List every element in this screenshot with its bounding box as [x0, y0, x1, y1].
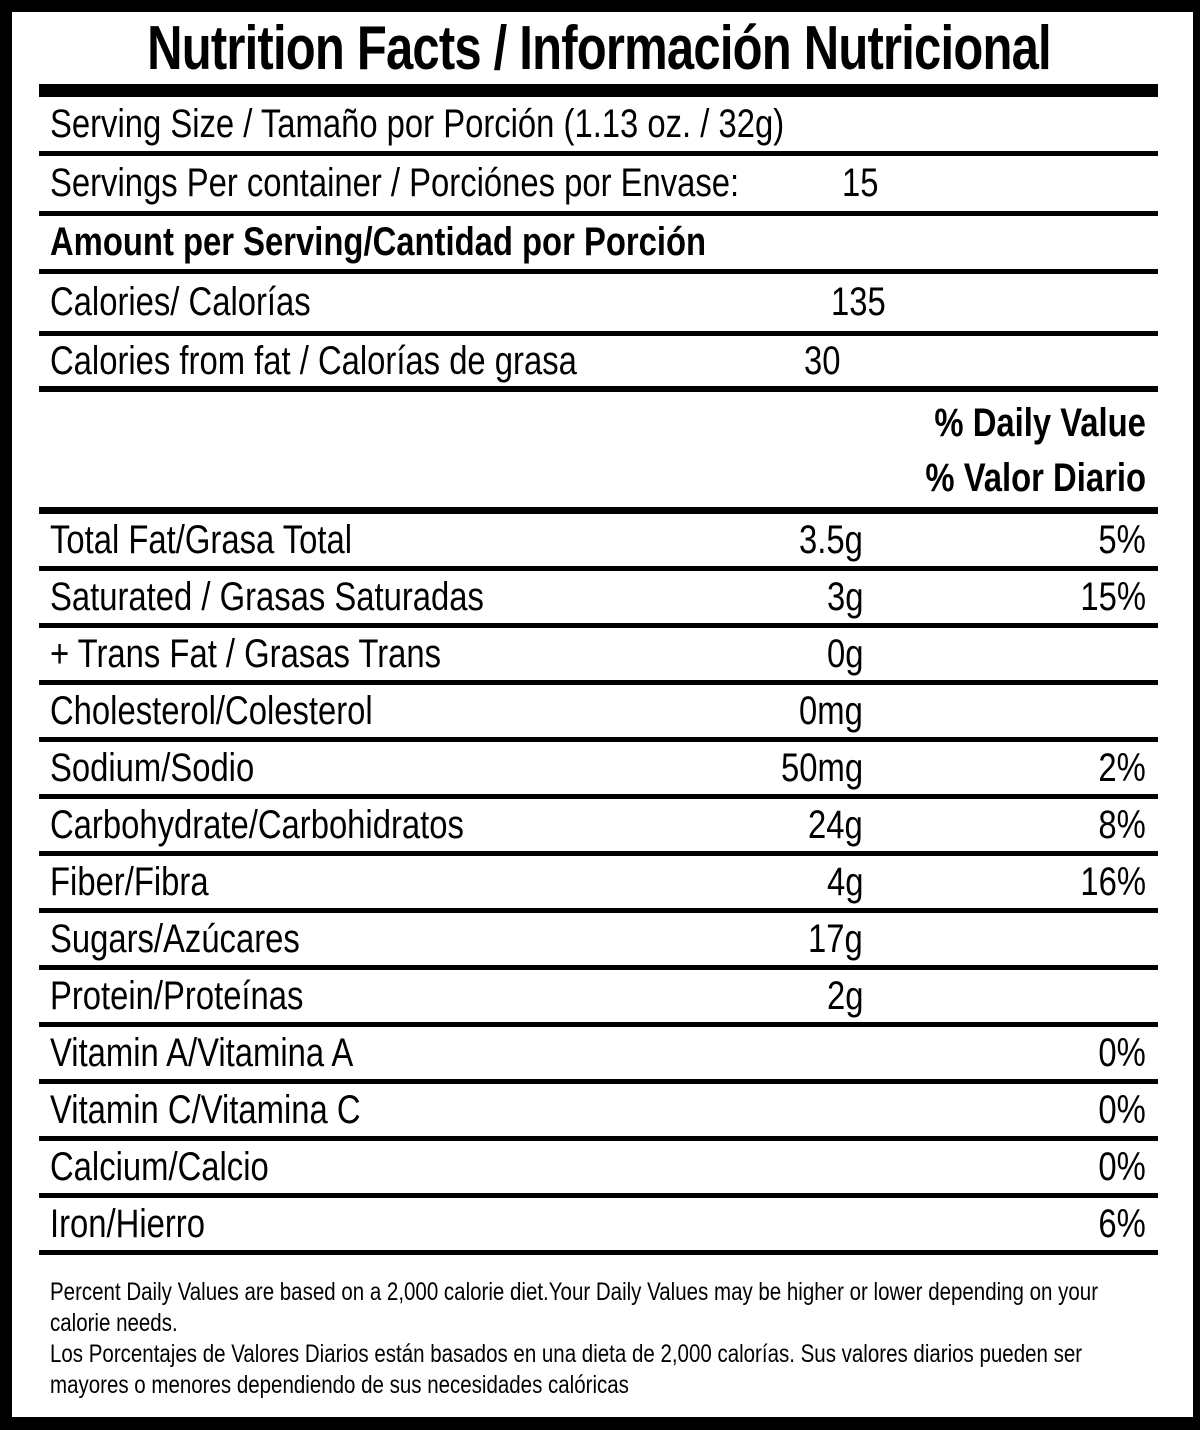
- nutrient-row: Sugars/Azúcares 17g: [39, 913, 1158, 970]
- amount-per-serving-heading: Amount per Serving/Cantidad por Porción: [50, 220, 707, 264]
- nutrient-table: Total Fat/Grasa Total 3.5g 5% Saturated …: [39, 514, 1158, 1255]
- nutrient-label: Vitamin C/Vitamina C: [50, 1087, 361, 1132]
- servings-per-container-label: Servings Per container / Porciónes por E…: [50, 161, 740, 205]
- calories-from-fat-label: Calories from fat / Calorías de grasa: [50, 338, 577, 383]
- daily-value-header-block: % Daily Value % Valor Diario: [39, 392, 1158, 514]
- nutrient-amount: 0mg: [799, 688, 863, 733]
- nutrient-daily-value: 0%: [1098, 1144, 1146, 1189]
- nutrient-row: Vitamin C/Vitamina C 0%: [39, 1084, 1158, 1141]
- nutrient-daily-value: 0%: [1098, 1030, 1146, 1075]
- nutrient-label: Saturated / Grasas Saturadas: [50, 574, 484, 619]
- daily-value-header-en: % Daily Value: [934, 401, 1146, 445]
- nutrient-label: + Trans Fat / Grasas Trans: [50, 631, 442, 676]
- nutrient-row: Carbohydrate/Carbohidratos 24g 8%: [39, 799, 1158, 856]
- calories-label: Calories/ Calorías: [50, 280, 311, 324]
- nutrient-amount: 24g: [808, 802, 863, 847]
- nutrient-row: Iron/Hierro 6%: [39, 1198, 1158, 1255]
- footnote-line: Los Porcentajes de Valores Diarios están…: [50, 1340, 1083, 1368]
- footnote-line: Percent Daily Values are based on a 2,00…: [50, 1278, 1099, 1306]
- nutrient-amount: 17g: [808, 916, 863, 961]
- nutrient-amount: 4g: [826, 859, 863, 904]
- nutrient-amount: 2g: [826, 973, 863, 1018]
- serving-size-row: Serving Size / Tamaño por Porción (1.13 …: [39, 97, 1158, 156]
- daily-value-header-es: % Valor Diario: [925, 456, 1146, 500]
- servings-per-container-row: Servings Per container / Porciónes por E…: [39, 156, 1158, 216]
- label-header: Nutrition Facts / Información Nutriciona…: [39, 12, 1158, 84]
- nutrient-daily-value: 2%: [1098, 745, 1146, 790]
- calories-from-fat-value: 30: [803, 338, 840, 383]
- calories-row: Calories/ Calorías 135: [39, 274, 1158, 336]
- nutrient-row: Protein/Proteínas 2g: [39, 970, 1158, 1027]
- nutrient-label: Sugars/Azúcares: [50, 916, 300, 961]
- nutrient-daily-value: 8%: [1098, 802, 1146, 847]
- nutrient-label: Calcium/Calcio: [50, 1144, 269, 1189]
- nutrient-daily-value: 16%: [1080, 859, 1146, 904]
- label-title: Nutrition Facts / Información Nutriciona…: [146, 13, 1052, 83]
- nutrient-row: Sodium/Sodio 50mg 2%: [39, 742, 1158, 799]
- nutrient-row: + Trans Fat / Grasas Trans 0g: [39, 628, 1158, 685]
- nutrient-row: Cholesterol/Colesterol 0mg: [39, 685, 1158, 742]
- nutrient-label: Fiber/Fibra: [50, 859, 209, 904]
- nutrient-row: Calcium/Calcio 0%: [39, 1141, 1158, 1198]
- nutrient-label: Sodium/Sodio: [50, 745, 255, 790]
- nutrient-amount: 3g: [826, 574, 863, 619]
- nutrient-daily-value: 6%: [1098, 1201, 1146, 1246]
- nutrient-label: Protein/Proteínas: [50, 973, 304, 1018]
- nutrient-amount: 50mg: [780, 745, 863, 790]
- calories-value: 135: [831, 280, 886, 324]
- title-separator-bar: [39, 84, 1158, 97]
- nutrient-row: Saturated / Grasas Saturadas 3g 15%: [39, 571, 1158, 628]
- nutrient-amount: 0g: [826, 631, 863, 676]
- serving-size-text: Serving Size / Tamaño por Porción (1.13 …: [50, 101, 785, 146]
- nutrient-amount: 3.5g: [799, 517, 863, 562]
- footnote-line: mayores o menores dependiendo de sus nec…: [50, 1371, 629, 1399]
- nutrient-label: Carbohydrate/Carbohidratos: [50, 802, 464, 847]
- amount-per-serving-row: Amount per Serving/Cantidad por Porción: [39, 216, 1158, 274]
- nutrient-daily-value: 0%: [1098, 1087, 1146, 1132]
- nutrient-daily-value: 5%: [1098, 517, 1146, 562]
- nutrient-row: Vitamin A/Vitamina A 0%: [39, 1027, 1158, 1084]
- calories-from-fat-row: Calories from fat / Calorías de grasa 30: [39, 336, 1158, 392]
- servings-per-container-value: 15: [841, 161, 878, 205]
- nutrient-daily-value: 15%: [1080, 574, 1146, 619]
- footnote-line: calorie needs.: [50, 1309, 178, 1337]
- nutrient-label: Cholesterol/Colesterol: [50, 688, 373, 733]
- nutrient-label: Iron/Hierro: [50, 1201, 205, 1246]
- nutrient-label: Vitamin A/Vitamina A: [50, 1030, 354, 1075]
- footnote: Percent Daily Values are based on a 2,00…: [39, 1255, 1158, 1401]
- nutrient-row: Fiber/Fibra 4g 16%: [39, 856, 1158, 913]
- nutrient-row: Total Fat/Grasa Total 3.5g 5%: [39, 514, 1158, 571]
- nutrient-label: Total Fat/Grasa Total: [50, 517, 353, 562]
